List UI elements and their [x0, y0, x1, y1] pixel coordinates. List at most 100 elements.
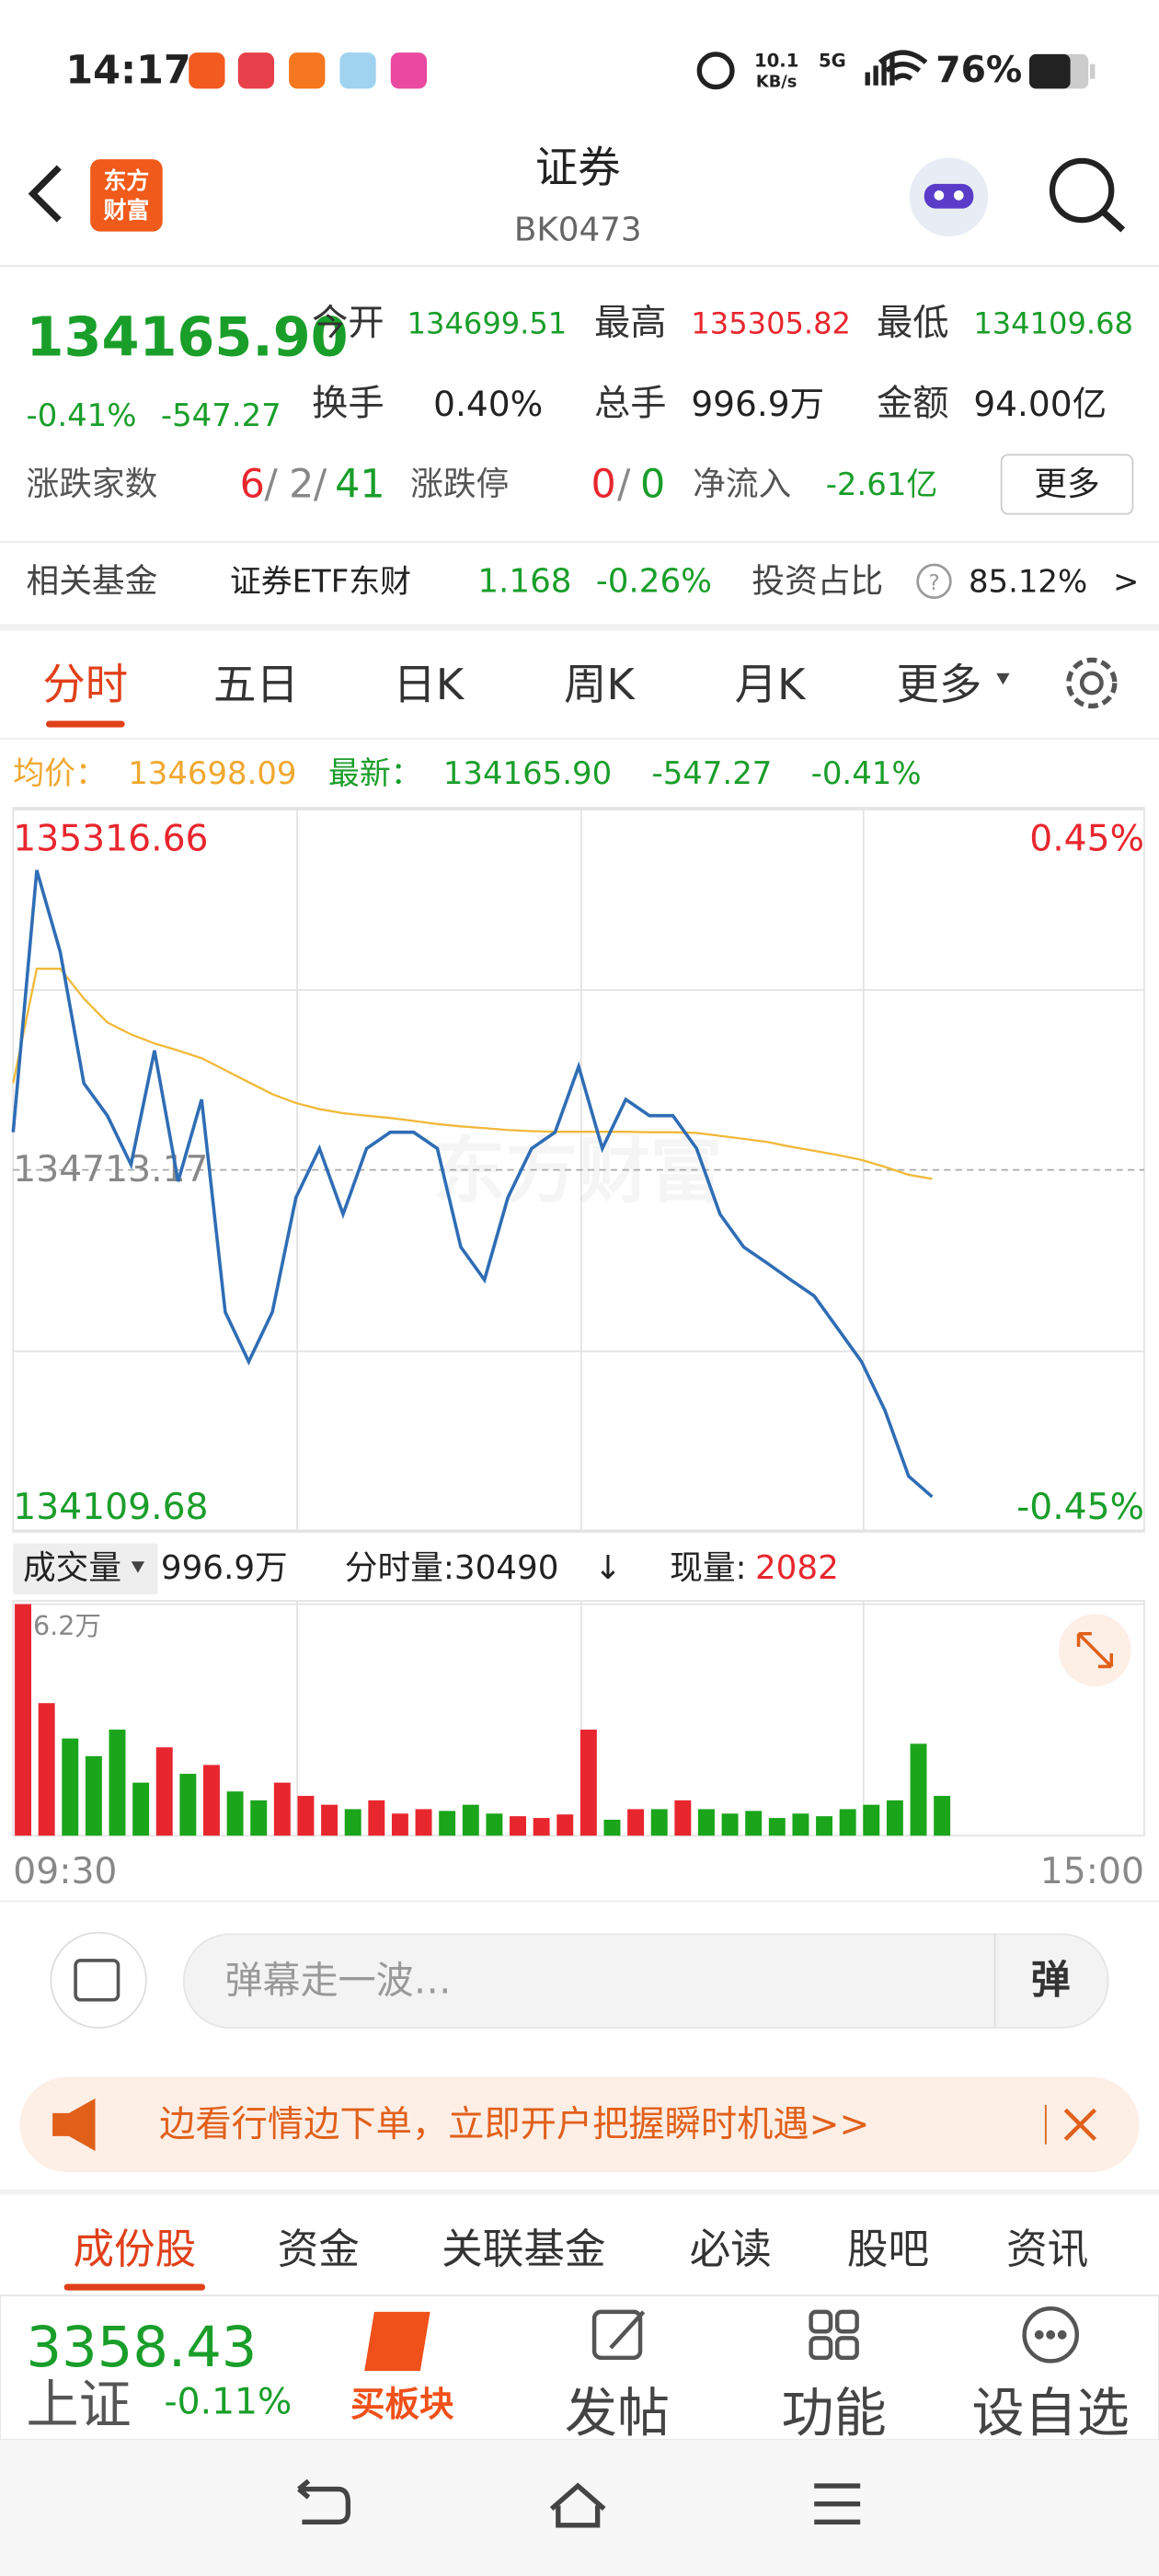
field-value: 134109.68	[973, 306, 1133, 341]
volume-bar	[839, 1809, 856, 1836]
fund-label: 相关基金	[27, 562, 158, 600]
x-tick-label: 15:00	[1040, 1851, 1144, 1892]
help-icon[interactable]	[916, 563, 952, 599]
last-label: 最新：	[328, 755, 422, 791]
banner-text[interactable]: 边看行情边下单，立即开户把握瞬时机遇>>	[159, 2104, 869, 2145]
volume-bar	[510, 1816, 526, 1836]
settings-icon[interactable]	[1066, 657, 1118, 709]
action-icons[interactable]	[364, 2306, 1079, 2372]
field-value: 94.00亿	[973, 384, 1107, 424]
chart-tab[interactable]: 五日	[213, 660, 299, 709]
comment-input[interactable]: 弹幕走一波…	[225, 1958, 452, 2002]
navigation-bar	[0, 2440, 1159, 2576]
field-label: 总手	[594, 384, 667, 425]
expand-icon[interactable]	[1059, 1614, 1131, 1686]
volume-bar	[721, 1813, 739, 1836]
volume-bar	[132, 1782, 150, 1836]
volume-bar	[674, 1800, 692, 1836]
action-button[interactable]: 设自选	[972, 2383, 1130, 2444]
fund-price: 1.168	[477, 562, 571, 600]
volume-bar	[557, 1814, 574, 1836]
volume-bar	[627, 1809, 645, 1836]
volume-bar	[745, 1811, 763, 1836]
volume-bar	[321, 1804, 339, 1836]
volume-bar	[109, 1730, 126, 1836]
index-value: 3358.43	[27, 2316, 258, 2380]
volume-selector[interactable]	[13, 1543, 158, 1594]
y-tick-label: 135316.66	[13, 818, 208, 859]
chart-tab[interactable]: 分时	[42, 660, 128, 709]
index-change: -0.11%	[164, 2382, 292, 2423]
field-label: 最高	[594, 303, 667, 344]
volume-bar	[650, 1809, 668, 1836]
tab-underline	[63, 2283, 206, 2291]
section-tab[interactable]: 股吧	[847, 2225, 929, 2273]
field-label: 金额	[877, 384, 948, 425]
action-button[interactable]: 买板块	[350, 2384, 454, 2424]
section-tab[interactable]: 必读	[690, 2225, 772, 2273]
header-icons[interactable]	[28, 157, 1126, 236]
more-button-label[interactable]: 更多	[1034, 466, 1099, 503]
comment-bar[interactable]	[50, 1931, 1109, 2029]
volume-bar	[85, 1755, 102, 1836]
y-tick-label: 134713.17	[13, 1149, 208, 1190]
net-speed: 10.1	[754, 51, 798, 72]
volume-bar	[203, 1765, 220, 1836]
breadth-value: /	[264, 461, 278, 507]
y2-tick-label: 0.45%	[1029, 818, 1144, 859]
battery: 76%	[935, 50, 1022, 91]
field-value: 134699.51	[407, 306, 568, 341]
nav-buttons[interactable]	[297, 2478, 861, 2528]
volume-bar	[15, 1604, 31, 1836]
more-arrow[interactable]: >	[1113, 563, 1139, 599]
section-tab[interactable]: 资金	[278, 2225, 360, 2273]
chart-tab[interactable]: 月K	[735, 660, 807, 709]
volume-bar	[910, 1743, 927, 1836]
volume-bar	[297, 1796, 315, 1836]
chart-tab[interactable]: 更多	[896, 660, 981, 709]
section-tab[interactable]: 资讯	[1006, 2225, 1088, 2273]
page-title: 证券	[535, 143, 621, 192]
volume-bar	[38, 1703, 55, 1836]
chart-tab[interactable]: 周K	[564, 660, 636, 709]
breadth-value: 6	[240, 461, 265, 507]
fund-name[interactable]: 证券ETF东财	[230, 563, 411, 599]
minute-volume: 分时量:30490	[345, 1549, 559, 1587]
section-tab[interactable]: 成份股	[73, 2225, 196, 2273]
volume-bar	[226, 1791, 244, 1836]
volume-bar	[697, 1809, 715, 1836]
volume-bar	[934, 1796, 951, 1836]
last-value: 134165.90	[443, 755, 612, 791]
action-button[interactable]: 功能	[782, 2383, 887, 2444]
more-button[interactable]	[1000, 454, 1134, 515]
volume-bar	[533, 1818, 550, 1836]
volume-bar	[368, 1800, 385, 1836]
volume-bar	[62, 1738, 79, 1836]
danmaku-button[interactable]: 弹	[1031, 1957, 1071, 2003]
volume-bar	[273, 1782, 291, 1836]
net-inflow: -2.61亿	[826, 466, 938, 502]
section-tab[interactable]: 关联基金	[442, 2225, 605, 2273]
breadth-value: 2	[289, 461, 314, 507]
promo-banner[interactable]	[19, 2076, 1140, 2173]
y2-tick-label: -0.45%	[1016, 1487, 1144, 1528]
status-icons	[189, 50, 1096, 90]
volume-bar	[179, 1774, 197, 1836]
tab-underline	[45, 720, 125, 728]
field-label: 最低	[877, 303, 948, 344]
limit-value: 0	[640, 461, 665, 507]
volume-bar	[155, 1747, 173, 1836]
volume-bar	[439, 1811, 456, 1836]
field-value: 0.40%	[433, 384, 543, 424]
bottom-bar	[0, 2294, 1159, 2441]
volume-bar	[391, 1813, 408, 1836]
volume-bar	[863, 1804, 880, 1836]
volume-bar	[792, 1813, 809, 1836]
chart-tab[interactable]: 日K	[393, 660, 465, 709]
dropdown-arrow	[996, 673, 1010, 685]
action-button[interactable]: 发帖	[565, 2383, 670, 2444]
last-change-pct: -0.41%	[811, 755, 922, 791]
volume-bar	[580, 1730, 597, 1836]
volume-selector-label[interactable]: 成交量	[23, 1549, 121, 1587]
